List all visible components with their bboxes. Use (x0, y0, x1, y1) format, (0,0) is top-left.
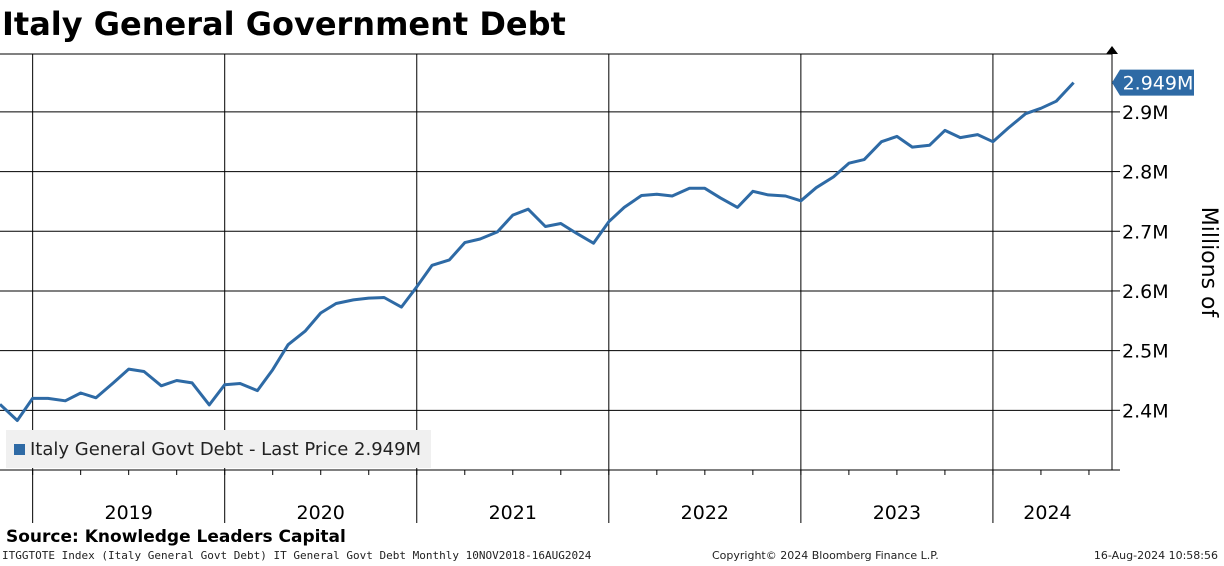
y-tick-label: 2.8M (1122, 162, 1169, 184)
x-tick-label: 2023 (873, 502, 921, 524)
legend: Italy General Govt Debt - Last Price 2.9… (6, 430, 432, 468)
y-tick-label: 2.4M (1122, 400, 1169, 422)
source-note: Source: Knowledge Leaders Capital (6, 527, 346, 547)
chart-title: Italy General Government Debt (2, 5, 566, 43)
footer-copyright: Copyright© 2024 Bloomberg Finance L.P. (712, 549, 939, 562)
legend-swatch (14, 443, 25, 455)
last-value-tag (1112, 69, 1194, 96)
footer-index-info: ITGGTOTE Index (Italy General Govt Debt)… (2, 549, 592, 562)
x-tick-label: 2022 (681, 502, 729, 524)
legend-label: Italy General Govt Debt - Last Price 2.9… (30, 438, 422, 460)
x-tick-label: 2020 (297, 502, 345, 524)
y-tick-label: 2.6M (1122, 281, 1169, 303)
y-tick-label: 2.7M (1122, 221, 1169, 243)
x-tick-label: 2021 (489, 502, 537, 524)
x-tick-label: 2019 (104, 502, 152, 524)
footer-timestamp: 16-Aug-2024 10:58:56 (1093, 549, 1218, 562)
y-axis-title: Millions of (1196, 207, 1221, 319)
x-tick-label: 2024 (1023, 502, 1071, 524)
y-tick-label: 2.9M (1122, 102, 1169, 124)
series-line (0, 81, 1075, 422)
last-value-label: 2.949M (1123, 73, 1194, 95)
y-tick-label: 2.5M (1122, 341, 1169, 363)
